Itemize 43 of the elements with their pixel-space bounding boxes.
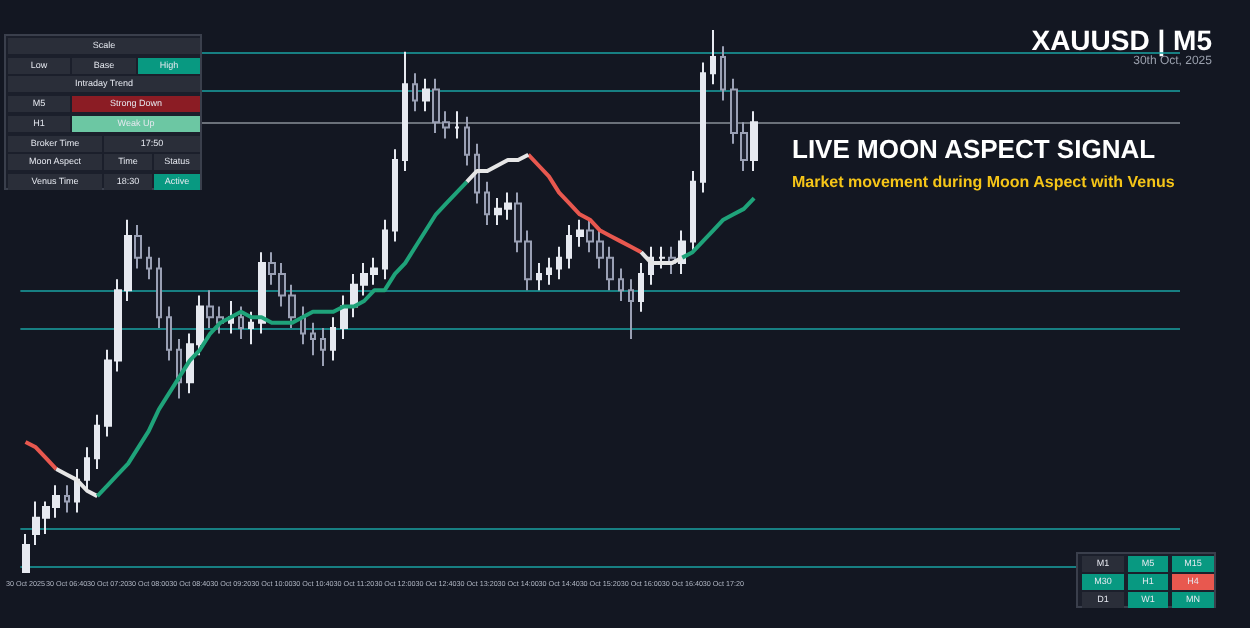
- candlestick: [628, 278, 634, 340]
- candlestick: [484, 180, 490, 227]
- candlestick: [618, 267, 624, 302]
- candlestick: [474, 142, 480, 205]
- candlestick: [690, 169, 696, 254]
- candlestick: [382, 218, 388, 281]
- text: Market movement during Moon Aspect with Venus: [792, 173, 1176, 191]
- candlestick: [134, 224, 142, 270]
- candlestick: [720, 45, 726, 102]
- candlestick: [638, 262, 644, 313]
- candlestick: [166, 305, 172, 362]
- candlestick: [22, 533, 30, 573]
- candlestick: [464, 115, 470, 167]
- candlestick: [576, 218, 584, 248]
- candlestick: [300, 305, 306, 346]
- candlestick: [146, 245, 152, 281]
- candlestick: [658, 245, 666, 270]
- candlestick: [402, 50, 408, 172]
- candlestick: [258, 251, 266, 335]
- candlestick: [64, 484, 70, 514]
- candlestick: [700, 61, 706, 194]
- candlestick: [310, 321, 316, 357]
- candlestick: [412, 72, 418, 113]
- candlestick: [422, 77, 430, 113]
- candlestick: [84, 446, 90, 492]
- candlestick: [392, 148, 398, 243]
- text: XAUUSD | M5: [1031, 24, 1213, 58]
- candlestick: [566, 224, 572, 270]
- candlestick: [238, 305, 244, 340]
- candlestick: [248, 310, 254, 346]
- candlestick: [454, 110, 460, 140]
- candlestick: [320, 327, 326, 368]
- candlestick: [750, 110, 758, 172]
- candlestick: [330, 316, 336, 362]
- candlestick: [94, 413, 100, 471]
- candlestick: [546, 256, 552, 286]
- candlestick: [710, 29, 716, 86]
- candlestick: [340, 294, 348, 340]
- candlestick: [156, 256, 162, 330]
- candlestick: [536, 262, 542, 292]
- candlestick: [648, 245, 654, 286]
- text: LIVE MOON ASPECT SIGNAL: [792, 134, 1156, 164]
- candlestick: [556, 245, 562, 281]
